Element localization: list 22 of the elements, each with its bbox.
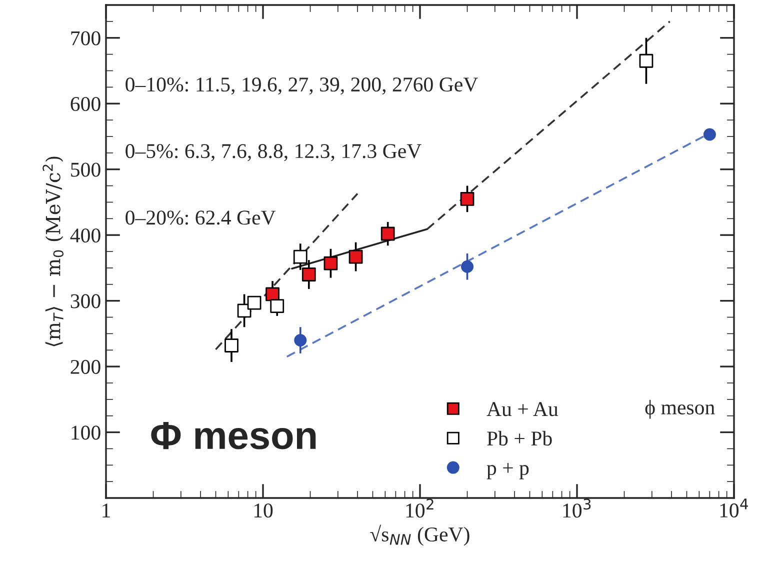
legend-label: Pb + Pb bbox=[487, 430, 552, 446]
x-tick-label: 10$^{3}$ bbox=[563, 498, 591, 518]
x-axis-title: √s$_{NN}$ (GeV) bbox=[370, 524, 470, 546]
annotation: 0–10%: 11.5, 19.6, 27, 39, 200, 2760 GeV bbox=[126, 78, 478, 95]
y-tick-label: 300 bbox=[70, 294, 100, 308]
annotation: 0–5%: 6.3, 7.6, 8.8, 12.3, 17.3 GeV bbox=[126, 144, 422, 162]
y-tick-label: 700 bbox=[71, 31, 100, 46]
y-tick-label: 200 bbox=[70, 360, 100, 374]
x-tick-label: 1 bbox=[102, 504, 110, 518]
x-tick-label: 10$^{2}$ bbox=[406, 498, 434, 518]
legend-label: Au + Au bbox=[486, 402, 558, 416]
legend-label: p + p bbox=[486, 463, 529, 480]
y-axis-title: ⟨m$_{T}$⟩ − m$_{0}$ (MeV/c$^{2}$) bbox=[42, 156, 64, 346]
x-tick-label: 10 bbox=[254, 503, 273, 518]
y-tick-label: 100 bbox=[72, 426, 100, 440]
annotation: Φ meson bbox=[151, 422, 316, 450]
y-tick-label: 500 bbox=[71, 162, 100, 177]
annotation: ϕ meson bbox=[645, 400, 715, 419]
y-tick-label: 600 bbox=[70, 96, 100, 112]
annotation: 0–20%: 62.4 GeV bbox=[126, 210, 276, 225]
x-tick-label: 10$^{4}$ bbox=[720, 498, 748, 518]
y-tick-label: 400 bbox=[70, 228, 100, 242]
